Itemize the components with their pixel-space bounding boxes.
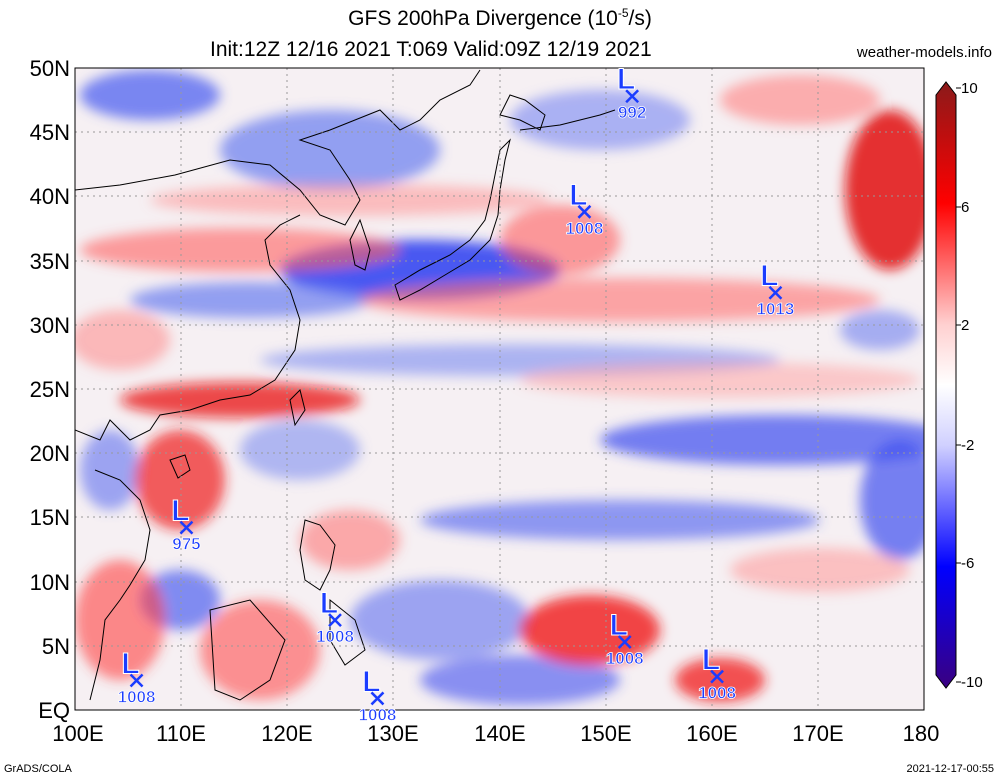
colorbar-label: 2	[961, 317, 969, 334]
lon-label: 170E	[792, 721, 843, 746]
low-letter: L	[610, 609, 628, 642]
low-letter: L	[760, 260, 778, 293]
title-main: GFS 200hPa Divergence (10	[348, 7, 618, 30]
low-pressure-value: 1008	[565, 219, 603, 238]
lat-label: 30N	[30, 313, 70, 338]
coastlines	[75, 69, 616, 701]
low-pressure-value: 992	[618, 103, 646, 122]
lat-label: 15N	[30, 505, 70, 530]
low-center-icon	[129, 673, 144, 688]
map-subtitle: Init:12Z 12/16 2021 T:069 Valid:09Z 12/1…	[210, 38, 652, 61]
low-marker: L 1008	[565, 178, 604, 238]
low-center-icon	[179, 520, 194, 535]
lon-label: 140E	[474, 721, 525, 746]
lon-label: 180	[903, 721, 940, 746]
low-pressure-value: 1013	[757, 300, 795, 319]
colorbar-label: -6	[961, 555, 974, 572]
title-exponent: -5	[617, 6, 629, 20]
lat-label: 50N	[30, 56, 70, 81]
lon-label: 130E	[367, 721, 418, 746]
low-letter: L	[617, 63, 635, 96]
low-marker: L 1013	[756, 259, 795, 319]
low-center-icon	[625, 89, 640, 104]
lat-axis: 50N 45N 40N 35N 30N 25N 20N 15N 10N 5N E…	[30, 56, 70, 723]
lat-label: 5N	[42, 634, 70, 659]
colorbar-gradient	[935, 81, 957, 689]
low-letter: L	[320, 587, 338, 620]
colorbar-label: 10	[961, 80, 978, 97]
low-marker: L 1008	[358, 665, 397, 725]
lon-label: 120E	[261, 721, 312, 746]
low-marker: L 992	[616, 63, 646, 123]
lat-label: 40N	[30, 184, 70, 209]
low-letter: L	[121, 647, 139, 680]
low-letter: L	[171, 495, 189, 528]
lon-label: 100E	[52, 721, 103, 746]
low-pressure-value: 1008	[316, 627, 354, 646]
grid-lines	[75, 68, 924, 710]
lon-label: 110E	[156, 721, 206, 746]
map-title: GFS 200hPa Divergence (10-5/s)	[0, 6, 1000, 31]
low-center-icon	[577, 204, 592, 219]
lon-axis: 100E 110E 120E 130E 140E 150E 160E 170E …	[52, 721, 939, 746]
lon-label: 150E	[580, 721, 631, 746]
low-marker: L 1008	[698, 643, 737, 703]
low-marker: L 1008	[605, 608, 644, 668]
low-letter: L	[702, 644, 720, 677]
map-frame	[74, 67, 925, 711]
colorbar-label: 6	[961, 199, 969, 216]
low-center-icon	[768, 285, 783, 300]
low-center-icon	[710, 669, 724, 684]
title-unit: /s)	[628, 7, 652, 30]
low-pressure-value: 1008	[118, 687, 156, 706]
lat-label: 25N	[30, 377, 70, 402]
low-center-icon	[328, 613, 342, 628]
colorbar-label: -2	[961, 437, 974, 454]
lat-label: EQ	[38, 698, 70, 723]
low-pressure-value: 975	[172, 535, 200, 554]
low-letter: L	[569, 179, 587, 212]
low-pressure-value: 1008	[359, 705, 397, 724]
low-pressure-value: 1008	[698, 684, 736, 703]
low-marker: L 1008	[117, 647, 156, 707]
lat-label: 45N	[30, 120, 70, 145]
colorbar-label: -10	[961, 674, 983, 691]
colorbar: 10 6 2 -2 -6 -10	[935, 80, 983, 691]
low-pressure-value: 1008	[606, 649, 644, 668]
divergence-field	[75, 68, 924, 710]
low-marker: L 1008	[316, 587, 355, 647]
lat-label: 20N	[30, 441, 70, 466]
low-letter: L	[362, 665, 380, 698]
footer-credit: GrADS/COLA	[4, 763, 72, 775]
low-center-icon	[617, 635, 632, 649]
low-marker: L 975	[171, 494, 201, 554]
lon-label: 160E	[686, 721, 737, 746]
site-credit: weather-models.info	[856, 44, 992, 61]
lat-label: 10N	[30, 570, 70, 595]
lat-label: 35N	[30, 249, 70, 274]
low-center-icon	[370, 691, 385, 706]
footer-timestamp: 2021-12-17-00:55	[906, 763, 994, 775]
